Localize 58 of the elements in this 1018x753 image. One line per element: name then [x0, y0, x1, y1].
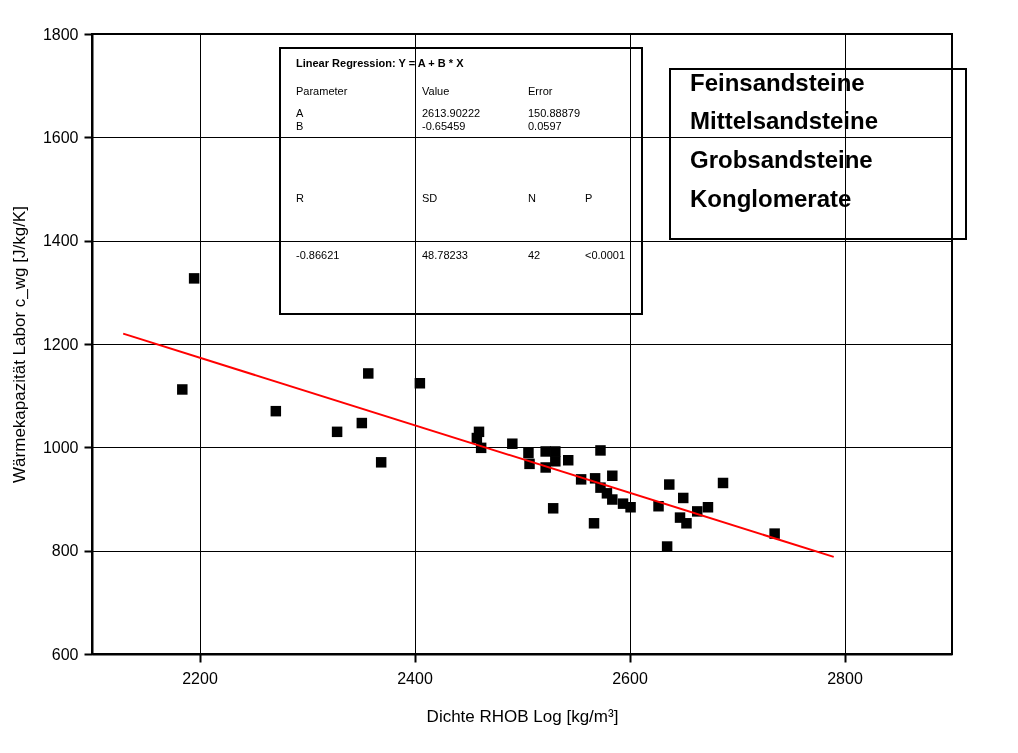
- point: [507, 438, 518, 449]
- point: [595, 445, 606, 456]
- x-axis-title: Dichte RHOB Log [kg/m³]: [426, 706, 619, 726]
- annotation: Value: [422, 85, 450, 97]
- y-tick-label: 600: [51, 645, 79, 663]
- annotation: Error: [528, 85, 553, 97]
- point: [375, 457, 387, 468]
- x-tick-label: 2600: [612, 669, 648, 687]
- point: [547, 503, 559, 514]
- point: [177, 384, 188, 395]
- y-tick-label: 1400: [42, 232, 79, 250]
- annotation: -0.86621: [296, 249, 340, 261]
- point: [681, 518, 692, 529]
- annotation: SD: [422, 192, 438, 204]
- point: [188, 273, 200, 284]
- point: [607, 494, 618, 505]
- point: [678, 492, 689, 504]
- point: [540, 446, 551, 457]
- annotation: Linear Regression: Y = A + B * X: [296, 57, 465, 69]
- point: [661, 541, 673, 552]
- point: [550, 456, 561, 467]
- annotation: B: [296, 120, 304, 132]
- annotation: 42: [528, 249, 541, 261]
- annotation: 2613.90222: [422, 107, 481, 119]
- point: [550, 446, 561, 457]
- point: [414, 378, 426, 389]
- annotation: R: [296, 192, 304, 204]
- x-tick-label: 2800: [827, 669, 863, 687]
- y-tick-label: 1800: [42, 25, 79, 43]
- annotation: N: [528, 192, 536, 204]
- point: [702, 502, 714, 513]
- y-tick-label: 1600: [42, 128, 79, 146]
- point: [717, 477, 729, 489]
- point: [523, 447, 534, 459]
- y-axis-title: Wärmekapazität Labor c_wg [J/kg/K]: [9, 206, 29, 483]
- point: [363, 368, 374, 379]
- annotation: -0.65459: [422, 120, 466, 132]
- annotation: 48.78233: [422, 249, 468, 261]
- annotation: 150.88879: [528, 107, 580, 119]
- annotation: Parameter: [296, 85, 348, 97]
- point: [562, 455, 574, 466]
- x-tick-label: 2200: [182, 669, 218, 687]
- annotation: A: [296, 107, 304, 119]
- point: [588, 518, 600, 529]
- y-tick-label: 1200: [42, 335, 79, 353]
- y-tick-label: 800: [51, 542, 79, 560]
- point: [471, 432, 483, 444]
- x-tick-label: 2400: [397, 669, 433, 687]
- point: [625, 502, 636, 513]
- point: [270, 405, 282, 417]
- y-tick-label: 1000: [42, 438, 79, 456]
- annotation: P: [585, 192, 593, 204]
- annotation: 0.0597: [528, 120, 562, 132]
- point: [331, 426, 343, 438]
- annotation: <0.0001: [585, 249, 626, 261]
- point: [356, 417, 368, 429]
- point: [664, 479, 675, 490]
- point: [607, 470, 618, 481]
